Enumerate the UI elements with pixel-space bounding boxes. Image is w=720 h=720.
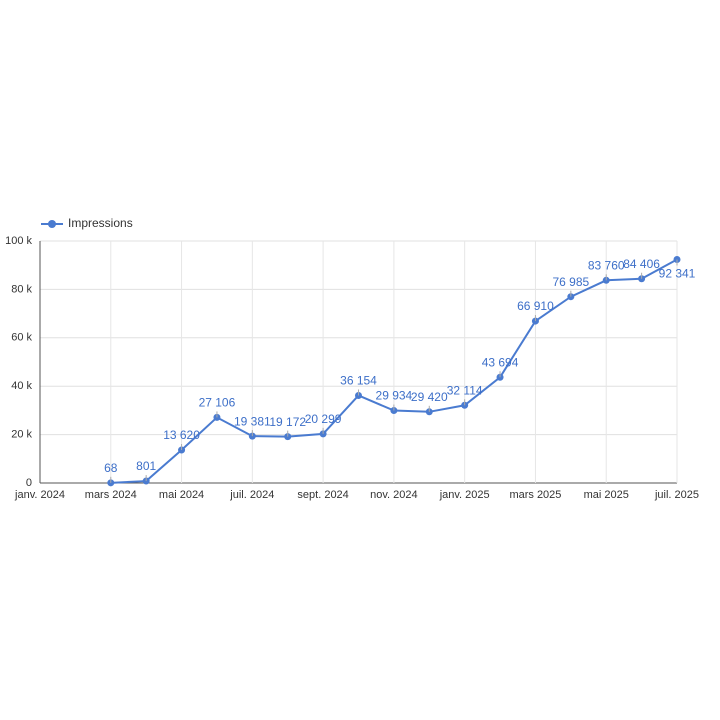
value-label: 19 172 (269, 415, 306, 429)
x-tick-label: sept. 2024 (297, 489, 348, 501)
value-label: 83 760 (588, 258, 625, 272)
value-label: 43 694 (482, 355, 519, 369)
x-tick-label: mars 2025 (509, 489, 561, 501)
x-tick-label: juil. 2025 (654, 489, 699, 501)
x-tick-label: nov. 2024 (370, 489, 418, 501)
value-label: 32 114 (447, 383, 483, 397)
x-tick-label: mai 2024 (159, 489, 204, 501)
y-tick-label: 0 (26, 477, 32, 489)
legend-label: Impressions (68, 216, 133, 230)
value-label: 13 620 (163, 428, 200, 442)
x-tick-label: mars 2024 (85, 489, 137, 501)
y-tick-label: 20 k (11, 429, 32, 441)
y-tick-label: 40 k (11, 380, 32, 392)
x-tick-label: janv. 2024 (14, 489, 65, 501)
value-label: 27 106 (199, 396, 236, 410)
x-tick-label: juil. 2024 (229, 489, 274, 501)
value-label: 76 985 (552, 275, 589, 289)
value-label: 29 934 (376, 389, 413, 403)
value-label: 68 (104, 461, 118, 475)
y-tick-label: 80 k (11, 283, 32, 295)
value-label: 84 406 (623, 257, 660, 271)
value-label: 29 420 (411, 390, 448, 404)
value-label: 36 154 (340, 374, 377, 388)
x-tick-label: mai 2025 (584, 489, 629, 501)
y-tick-label: 100 k (5, 235, 32, 247)
value-label: 66 910 (517, 299, 554, 313)
y-tick-label: 60 k (11, 332, 32, 344)
value-label: 92 341 (659, 267, 696, 281)
legend-dot (48, 220, 56, 228)
value-label: 19 381 (234, 414, 271, 428)
value-label: 20 299 (305, 412, 342, 426)
value-label: 801 (136, 459, 156, 473)
x-tick-label: janv. 2025 (439, 489, 490, 501)
